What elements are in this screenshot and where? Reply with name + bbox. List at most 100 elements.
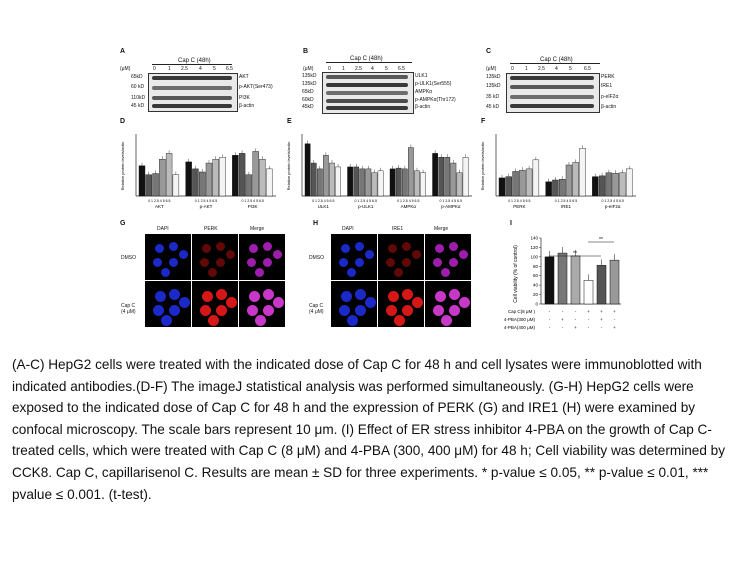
bar <box>572 162 579 197</box>
bar <box>583 280 594 305</box>
confocal-image <box>331 281 377 327</box>
panel-a-label: A <box>120 48 126 55</box>
panel-g-col-0: DAPI <box>157 226 169 232</box>
cell-nucleus <box>255 268 264 277</box>
bar <box>544 256 555 305</box>
bar <box>552 179 559 197</box>
panel-c-label: C <box>486 48 492 55</box>
cell-nucleus <box>355 289 366 300</box>
cell-nucleus <box>341 244 350 253</box>
y-tick-label: 80 <box>533 264 539 269</box>
panel-c-marker-0: 135kD <box>486 74 501 80</box>
treatment-mark: - <box>549 325 551 330</box>
y-tick-label: 60 <box>533 273 539 278</box>
panel-c-row-2: p-eIF2α <box>601 94 619 100</box>
cell-nucleus <box>179 297 190 308</box>
cell-nucleus <box>402 305 413 316</box>
panel-c-unit: (μM) <box>486 66 497 72</box>
treatment-mark: + <box>613 309 616 314</box>
bar <box>532 159 540 197</box>
bar <box>557 252 568 305</box>
panel-h-col-1: IRE1 <box>392 226 404 232</box>
y-axis-label: Relative protein levels/actin <box>480 142 485 191</box>
bar <box>450 162 457 197</box>
panel-a-dose-5: 6.5 <box>226 66 233 72</box>
bar <box>316 168 323 197</box>
treatment-mark: - <box>588 325 590 330</box>
panel-g-label: G <box>120 220 126 227</box>
panel-b-row-2: AMPKα <box>415 89 433 95</box>
bar <box>565 164 573 197</box>
panel-c-dose-3: 4 <box>555 66 558 72</box>
group-label: ULK1 <box>318 204 330 209</box>
cell-nucleus <box>459 297 470 308</box>
bar <box>192 168 199 197</box>
bar <box>420 172 426 197</box>
treatment-mark: + <box>613 325 616 330</box>
bar <box>259 158 266 197</box>
y-tick-label: 20 <box>533 292 539 297</box>
cell-nucleus <box>161 268 170 277</box>
bar <box>138 165 146 197</box>
bar <box>371 172 378 197</box>
panel-b-marker-1: 135kD <box>302 81 317 87</box>
panel-a-marker-3: 45 kD <box>131 103 145 109</box>
group-label: p-ULK1 <box>358 204 374 209</box>
bar <box>152 173 159 197</box>
cell-nucleus <box>249 244 258 253</box>
group-label: PI3K <box>248 204 258 209</box>
group-label: AKT <box>155 204 164 209</box>
bar <box>519 169 526 197</box>
panel-b-marker-4: 45kD <box>302 104 314 110</box>
panel-e-label: E <box>287 118 292 125</box>
panel-i-label: I <box>510 220 512 227</box>
treatment-mark: - <box>575 317 577 322</box>
treatment-mark: - <box>549 309 551 314</box>
cell-nucleus <box>263 258 272 267</box>
y-tick-label: 40 <box>533 283 539 288</box>
dose-tick-labels: 0 1 2.5 4 5 6.5 <box>508 199 530 203</box>
bar <box>310 162 317 197</box>
panel-a-dose-1: 1 <box>168 66 171 72</box>
bar <box>414 170 420 197</box>
treatment-mark: - <box>588 317 590 322</box>
cell-nucleus <box>435 291 446 302</box>
panel-b-title-line <box>326 62 412 63</box>
cell-nucleus <box>169 289 180 300</box>
bar <box>329 162 335 197</box>
cell-nucleus <box>347 315 358 326</box>
bar <box>456 172 463 197</box>
cell-nucleus <box>169 258 178 267</box>
cell-nucleus <box>200 258 209 267</box>
panel-b-marker-0: 135kD <box>302 73 317 79</box>
bar <box>438 157 445 197</box>
cell-nucleus <box>402 289 413 300</box>
bar <box>347 166 353 197</box>
cell-nucleus <box>412 250 421 259</box>
cell-nucleus <box>435 244 444 253</box>
dose-tick-labels: 0 1 2.5 4 5 6.5 <box>195 199 217 203</box>
panel-c-marker-2: 35 kD <box>486 94 500 100</box>
bar <box>377 170 384 197</box>
bar <box>266 168 273 197</box>
confocal-image <box>145 234 191 280</box>
treatment-label: Cap C(8 μM ) <box>508 309 536 314</box>
panel-a-title-line <box>152 64 232 65</box>
dose-tick-labels: 0 1 2.5 4 5 6.5 <box>148 199 170 203</box>
cell-nucleus <box>153 305 164 316</box>
panel-a-dose-4: 5 <box>213 66 216 72</box>
cell-nucleus <box>347 268 356 277</box>
cell-nucleus <box>208 315 219 326</box>
cell-nucleus <box>449 258 458 267</box>
cell-nucleus <box>216 289 227 300</box>
panel-a-title: Cap C (48h) <box>178 58 211 64</box>
y-tick-label: 140 <box>530 236 538 241</box>
cell-nucleus <box>263 242 272 251</box>
panel-g-col-2: Merge <box>250 226 265 232</box>
bar <box>598 175 606 197</box>
panel-c-row-0: PERK <box>601 74 615 80</box>
panel-b-dose-1: 1 <box>342 66 345 72</box>
bar <box>559 179 566 197</box>
panel-h-row-0: DMSO <box>309 255 324 261</box>
panel-c-dose-0: 0 <box>511 66 514 72</box>
